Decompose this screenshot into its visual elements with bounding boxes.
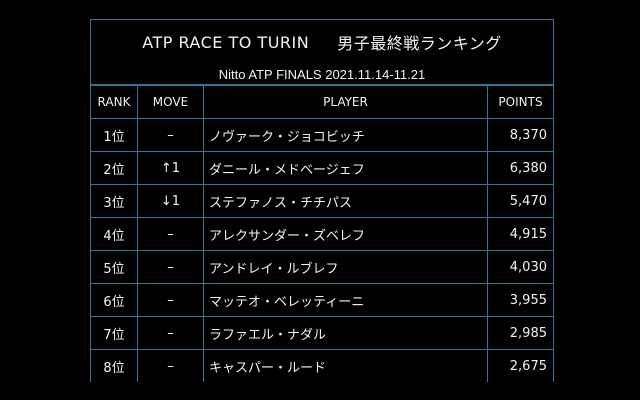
cell-rank: 3位 <box>91 185 138 217</box>
cell-player: マッテオ・ベレッティーニ <box>204 284 488 316</box>
cell-player: キャスパー・ルード <box>204 350 488 382</box>
cell-player: ノヴァーク・ジョコビッチ <box>204 119 488 151</box>
cell-points: 3,955 <box>509 292 547 308</box>
cell-player: アレクサンダー・ズベレフ <box>204 218 488 250</box>
cell-rank: 2位 <box>91 152 138 184</box>
cell-rank: 1位 <box>91 119 138 151</box>
header-player: PLAYER <box>204 86 488 118</box>
cell-move: – <box>138 350 204 382</box>
cell-move: ↓1 <box>138 185 204 217</box>
header-points: POINTS <box>498 95 543 109</box>
cell-points: 2,675 <box>509 358 547 374</box>
cell-rank: 8位 <box>91 350 138 382</box>
board-title: ATP RACE TO TURIN 男子最終戦ランキング <box>91 20 553 64</box>
cell-rank: 6位 <box>91 284 138 316</box>
ranking-board: ATP RACE TO TURIN 男子最終戦ランキング Nitto ATP F… <box>90 19 554 382</box>
table-row: 1位 – ノヴァーク・ジョコビッチ 8,370 <box>91 119 553 152</box>
table-row: 3位 ↓1 ステファノス・チチパス 5,470 <box>91 185 553 218</box>
table-row: 4位 – アレクサンダー・ズベレフ 4,915 <box>91 218 553 251</box>
cell-rank: 5位 <box>91 251 138 283</box>
board-subtitle: Nitto ATP FINALS 2021.11.14-11.21 <box>91 64 553 86</box>
header-rank: RANK <box>91 86 138 118</box>
cell-points: 4,030 <box>509 259 547 275</box>
cell-move: – <box>138 284 204 316</box>
table-row: 5位 – アンドレイ・ルブレフ 4,030 <box>91 251 553 284</box>
cell-move: – <box>138 317 204 349</box>
cell-move: – <box>138 119 204 151</box>
cell-points: 2,985 <box>509 325 547 341</box>
cell-points: 4,915 <box>509 226 547 242</box>
cell-player: ダニール・メドベージェフ <box>204 152 488 184</box>
header-move: MOVE <box>138 86 204 118</box>
table-row: 8位 – キャスパー・ルード 2,675 <box>91 350 553 382</box>
cell-player: ラファエル・ナダル <box>204 317 488 349</box>
table-header: RANK MOVE PLAYER POINTS <box>91 86 553 119</box>
cell-points: 8,370 <box>509 127 547 143</box>
cell-player: ステファノス・チチパス <box>204 185 488 217</box>
cell-move: – <box>138 218 204 250</box>
table-row: 6位 – マッテオ・ベレッティーニ 3,955 <box>91 284 553 317</box>
cell-points: 5,470 <box>509 193 547 209</box>
table-row: 7位 – ラファエル・ナダル 2,985 <box>91 317 553 350</box>
table-row: 2位 ↑1 ダニール・メドベージェフ 6,380 <box>91 152 553 185</box>
cell-rank: 4位 <box>91 218 138 250</box>
title-english: ATP RACE TO TURIN <box>142 32 310 52</box>
cell-move: ↑1 <box>138 152 204 184</box>
cell-points: 6,380 <box>509 160 547 176</box>
cell-rank: 7位 <box>91 317 138 349</box>
title-japanese: 男子最終戦ランキング <box>337 34 502 53</box>
cell-move: – <box>138 251 204 283</box>
cell-player: アンドレイ・ルブレフ <box>204 251 488 283</box>
